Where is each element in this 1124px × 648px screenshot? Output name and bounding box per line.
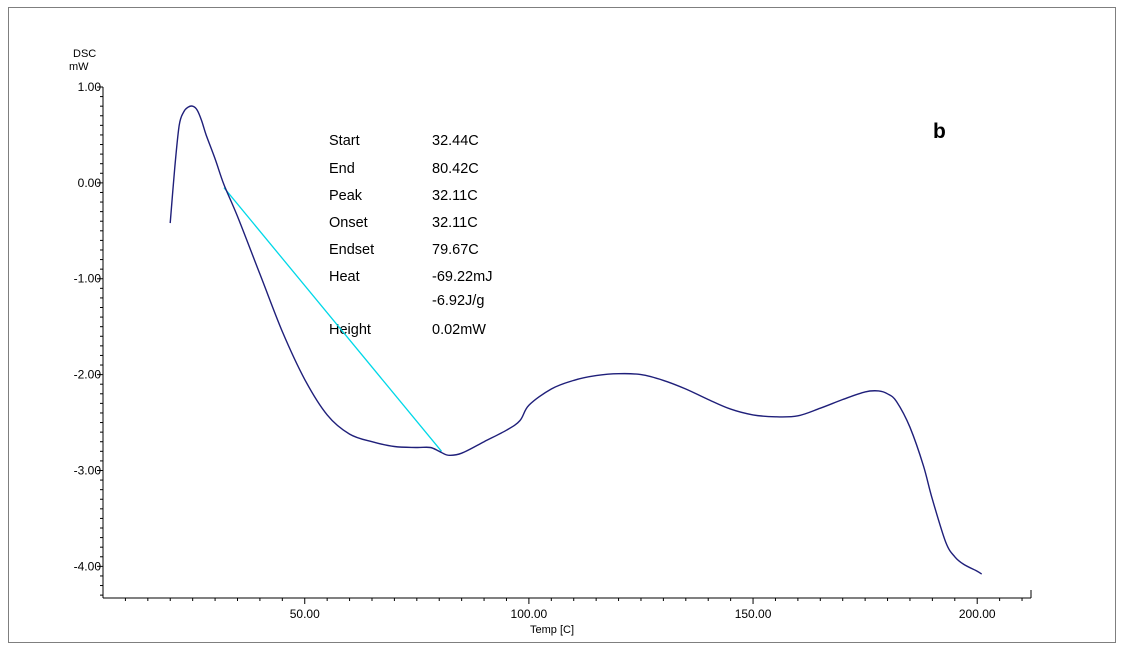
annotation-value: 80.42C xyxy=(432,161,479,177)
x-tick-label: 150.00 xyxy=(735,607,772,621)
annotation-value: 0.02mW xyxy=(432,322,486,338)
y-tick-label: 1.00 xyxy=(78,80,102,94)
y-axis-title: DSC xyxy=(73,48,96,60)
peak-annotation-table: Start 32.44C End 80.42C Peak 32.11C Onset 32.11… xyxy=(329,133,492,338)
annotation-label: Onset xyxy=(329,215,368,231)
annotation-label: Height xyxy=(329,322,371,338)
annotation-value: 32.44C xyxy=(432,133,479,149)
y-tick-label: -2.00 xyxy=(74,368,102,382)
y-tick-label: -4.00 xyxy=(74,559,102,573)
integration-baseline xyxy=(223,187,443,452)
axis-tick-labels: 50.00 100.00 150.00 200.00 1.00 0.00 -1.00 -2.0… xyxy=(74,80,996,621)
x-tick-label: 100.00 xyxy=(511,607,548,621)
annotation-label: End xyxy=(329,161,355,177)
axis-ticks xyxy=(97,86,1023,604)
panel-label: b xyxy=(933,120,946,143)
y-axis-unit: mW xyxy=(69,61,89,73)
annotation-label: Start xyxy=(329,133,360,149)
annotation-label: Heat xyxy=(329,269,360,285)
annotation-value: 32.11C xyxy=(432,188,478,204)
y-tick-label: -1.00 xyxy=(74,272,102,286)
chart-frame xyxy=(8,7,1116,643)
y-tick-label: 0.00 xyxy=(78,176,102,190)
dsc-curve xyxy=(169,105,983,575)
annotation-value: 79.67C xyxy=(432,242,479,258)
annotation-label: Peak xyxy=(329,188,363,204)
annotation-value: 32.11C xyxy=(432,215,478,231)
annotation-value: -6.92J/g xyxy=(432,293,484,309)
annotation-value: -69.22mJ xyxy=(432,269,492,285)
y-tick-label: -3.00 xyxy=(74,463,102,477)
x-tick-label: 50.00 xyxy=(290,607,320,621)
x-tick-label: 200.00 xyxy=(959,607,996,621)
x-axis-title: Temp [C] xyxy=(530,624,574,636)
annotation-label: Endset xyxy=(329,242,374,258)
